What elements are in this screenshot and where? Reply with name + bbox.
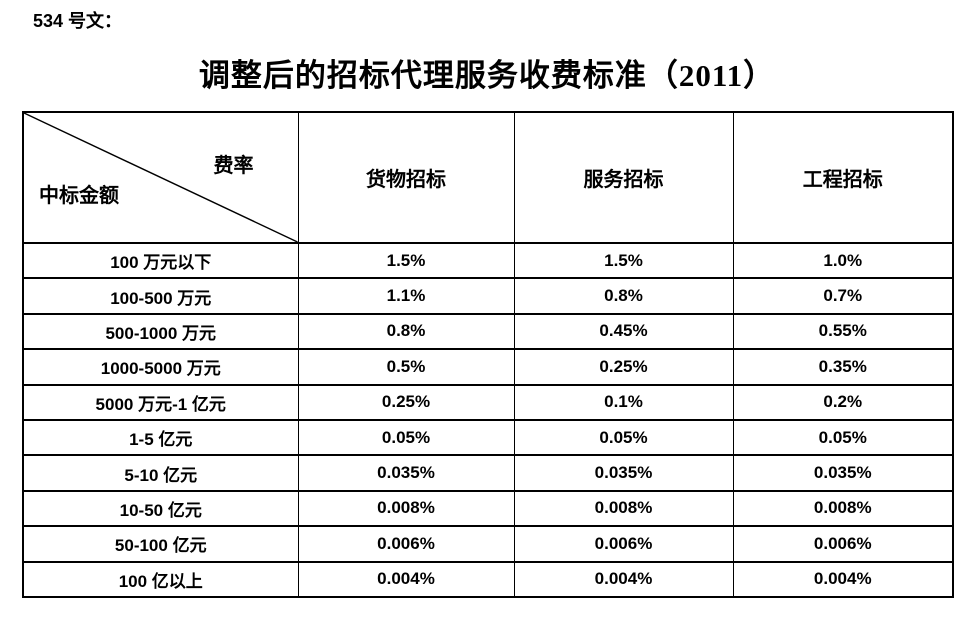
rate-value-cell: 1.5%	[297, 241, 515, 280]
amount-tier-cell: 5000 万元-1 亿元	[22, 383, 299, 421]
amount-tier-cell: 10-50 亿元	[22, 489, 299, 528]
rate-value-cell: 1.5%	[513, 241, 734, 280]
amount-tier-cell: 1-5 亿元	[22, 418, 299, 457]
rate-value-cell: 0.55%	[732, 312, 954, 351]
rate-value-cell: 0.5%	[297, 348, 515, 386]
doc-number-label: 534 号文：	[33, 11, 123, 31]
corner-fee-label: 费率	[213, 155, 254, 177]
table-body: 费率 中标金额 货物招标 服务招标 工程招标 100 万元以下 1.5% 1.5% 1…	[22, 111, 954, 599]
table-row: 50-100 亿元 0.006% 0.006% 0.006%	[22, 525, 954, 563]
rate-value-cell: 0.1%	[513, 383, 734, 421]
column-header-engineering: 工程招标	[732, 111, 954, 244]
rate-value-cell: 0.035%	[297, 454, 515, 492]
page-title: 调整后的招标代理服务收费标准（2011）	[198, 58, 776, 93]
rate-value-cell: 0.7%	[732, 277, 954, 315]
rate-value-cell: 0.35%	[732, 348, 954, 386]
rate-value-cell: 0.25%	[513, 348, 734, 386]
diagonal-line	[24, 113, 298, 242]
column-header-services: 服务招标	[513, 111, 734, 244]
rate-value-cell: 0.25%	[297, 383, 515, 421]
amount-tier-cell: 100 万元以下	[22, 241, 299, 280]
rate-value-cell: 0.006%	[513, 525, 734, 563]
table-header-row: 费率 中标金额 货物招标 服务招标 工程招标	[22, 111, 954, 244]
table-row: 100 亿以上 0.004% 0.004% 0.004%	[22, 560, 954, 599]
amount-tier-cell: 5-10 亿元	[22, 454, 299, 492]
rate-value-cell: 0.008%	[297, 489, 515, 528]
table-row: 100 万元以下 1.5% 1.5% 1.0%	[22, 241, 954, 280]
table-row: 100-500 万元 1.1% 0.8% 0.7%	[22, 277, 954, 315]
table-row: 1-5 亿元 0.05% 0.05% 0.05%	[22, 418, 954, 457]
rate-value-cell: 0.8%	[513, 277, 734, 315]
rate-value-cell: 0.004%	[297, 560, 515, 599]
table-row: 1000-5000 万元 0.5% 0.25% 0.35%	[22, 348, 954, 386]
diagonal-corner-cell: 费率 中标金额	[22, 111, 299, 244]
rate-value-cell: 1.1%	[297, 277, 515, 315]
rate-value-cell: 0.05%	[513, 418, 734, 457]
amount-tier-cell: 100 亿以上	[22, 560, 299, 599]
rate-value-cell: 0.008%	[513, 489, 734, 528]
rate-value-cell: 0.004%	[732, 560, 954, 599]
rate-value-cell: 0.006%	[732, 525, 954, 563]
rate-value-cell: 0.05%	[297, 418, 515, 457]
column-header-goods: 货物招标	[297, 111, 515, 244]
rate-value-cell: 0.006%	[297, 525, 515, 563]
rate-value-cell: 0.035%	[513, 454, 734, 492]
rate-value-cell: 0.004%	[513, 560, 734, 599]
table-row: 5000 万元-1 亿元 0.25% 0.1% 0.2%	[22, 383, 954, 421]
rate-value-cell: 0.2%	[732, 383, 954, 421]
amount-tier-cell: 50-100 亿元	[22, 525, 299, 563]
amount-tier-cell: 100-500 万元	[22, 277, 299, 315]
fee-standard-table: 费率 中标金额 货物招标 服务招标 工程招标 100 万元以下 1.5% 1.5% 1…	[22, 111, 954, 599]
rate-value-cell: 0.45%	[513, 312, 734, 351]
corner-amount-label: 中标金额	[39, 185, 119, 207]
rate-value-cell: 0.035%	[732, 454, 954, 492]
rate-value-cell: 0.008%	[732, 489, 954, 528]
rate-value-cell: 0.8%	[297, 312, 515, 351]
table-row: 500-1000 万元 0.8% 0.45% 0.55%	[22, 312, 954, 351]
table-row: 5-10 亿元 0.035% 0.035% 0.035%	[22, 454, 954, 492]
rate-value-cell: 1.0%	[732, 241, 954, 280]
rate-value-cell: 0.05%	[732, 418, 954, 457]
amount-tier-cell: 1000-5000 万元	[22, 348, 299, 386]
amount-tier-cell: 500-1000 万元	[22, 312, 299, 351]
table-row: 10-50 亿元 0.008% 0.008% 0.008%	[22, 489, 954, 528]
